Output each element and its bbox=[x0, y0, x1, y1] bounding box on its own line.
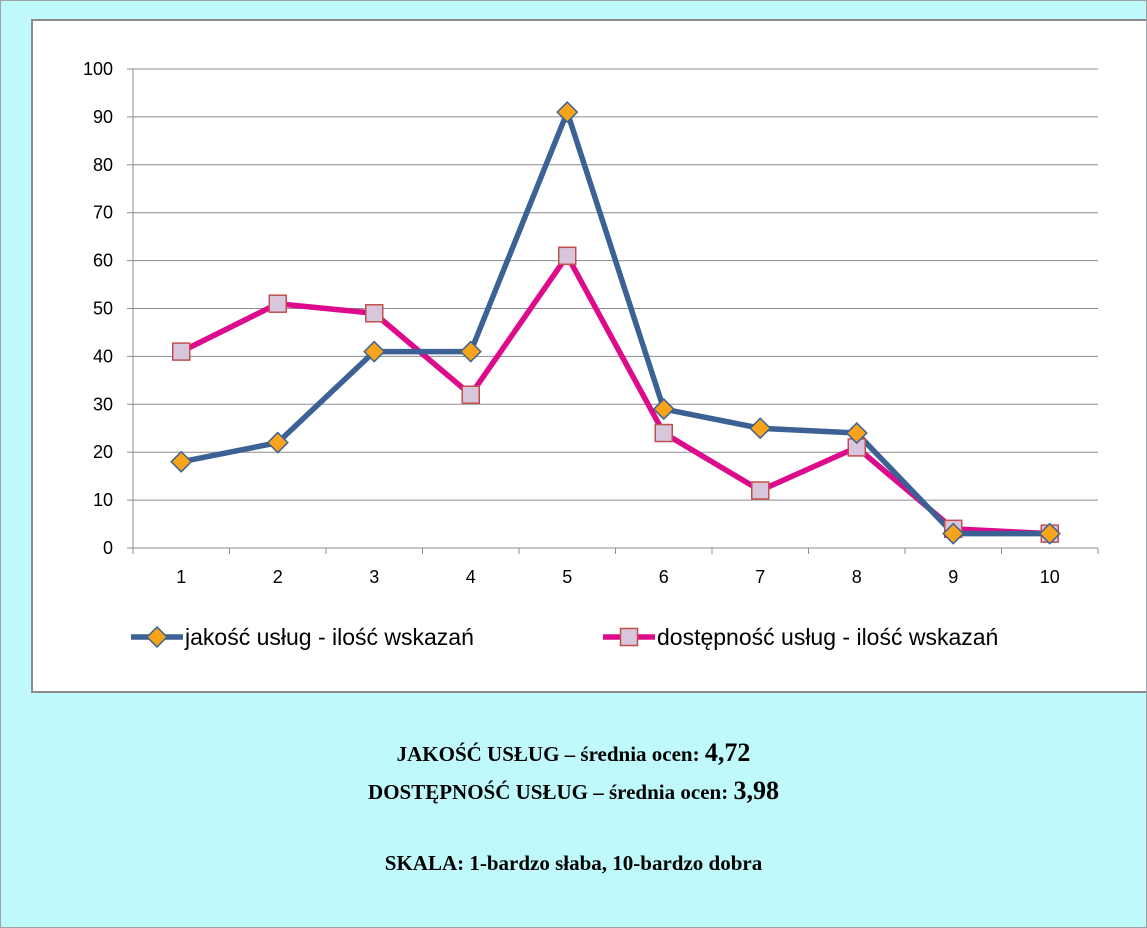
chart-panel: 0 10 20 30 40 50 60 70 80 90 100 1 2 3 4 5 6 7 8 9 10 jakoś… bbox=[31, 19, 1146, 693]
series-1-point bbox=[652, 398, 675, 421]
legend-label-1: jakość usług - ilość wskazań bbox=[184, 624, 474, 650]
summary-block: JAKOŚĆ USŁUG – średnia ocen: 4,72 DOSTĘP… bbox=[1, 734, 1146, 878]
x-tick-label: 2 bbox=[273, 567, 283, 587]
series-1-point bbox=[170, 450, 193, 473]
x-tick-label: 9 bbox=[948, 567, 958, 587]
y-tick-label: 30 bbox=[93, 394, 113, 414]
series-2-point bbox=[654, 423, 673, 443]
legend-label-2: dostępność usług - ilość wskazań bbox=[657, 624, 998, 650]
y-tick-label: 10 bbox=[93, 490, 113, 510]
series-1-point bbox=[749, 417, 772, 440]
x-tick-label: 1 bbox=[176, 567, 186, 587]
availability-average-value: 3,98 bbox=[733, 776, 779, 805]
series-line-2 bbox=[178, 253, 1053, 537]
series-2-point bbox=[751, 481, 770, 500]
quality-average-line: JAKOŚĆ USŁUG – średnia ocen: 4,72 bbox=[1, 734, 1146, 772]
series-2-point bbox=[268, 294, 287, 313]
availability-average-line: DOSTĘPNOŚĆ USŁUG – średnia ocen: 3,98 bbox=[1, 772, 1146, 810]
scale-description: SKALA: 1-bardzo słaba, 10-bardzo dobra bbox=[384, 851, 763, 875]
x-tick-label: 3 bbox=[369, 567, 379, 587]
x-tick-label: 7 bbox=[755, 567, 765, 587]
x-tick-label: 10 bbox=[1040, 567, 1060, 587]
y-tick-label: 80 bbox=[93, 155, 113, 175]
series-2-point bbox=[172, 342, 191, 361]
series-1-point bbox=[845, 421, 868, 445]
series-2-point bbox=[558, 246, 577, 266]
y-tick-labels: 0 10 20 30 40 50 60 70 80 90 100 bbox=[83, 59, 113, 558]
y-tick-label: 50 bbox=[93, 299, 113, 319]
series-1-point bbox=[363, 340, 386, 363]
x-tick-labels: 1 2 3 4 5 6 7 8 9 10 bbox=[176, 567, 1060, 587]
quality-average-value: 4,72 bbox=[704, 738, 751, 767]
x-tick-label: 6 bbox=[659, 567, 669, 587]
series-lines bbox=[178, 109, 1053, 537]
quality-average-label: JAKOŚĆ USŁUG – średnia ocen: bbox=[396, 742, 700, 766]
legend: jakość usług - ilość wskazań dostępność u… bbox=[131, 624, 998, 650]
series-1-point bbox=[266, 431, 289, 454]
y-tick-label: 40 bbox=[93, 346, 113, 366]
series-2-point bbox=[365, 304, 384, 323]
x-tick-label: 4 bbox=[466, 567, 476, 587]
y-tick-label: 90 bbox=[93, 107, 113, 127]
y-tick-label: 0 bbox=[103, 538, 113, 558]
line-chart: 0 10 20 30 40 50 60 70 80 90 100 1 2 3 4 5 6 7 8 9 10 jakoś… bbox=[83, 59, 1099, 650]
availability-average-label: DOSTĘPNOŚĆ USŁUG – średnia ocen: bbox=[368, 780, 729, 804]
y-tick-label: 60 bbox=[93, 251, 113, 271]
series-1-point bbox=[459, 340, 482, 363]
y-tick-label: 20 bbox=[93, 442, 113, 462]
series-markers bbox=[170, 101, 1061, 545]
x-tick-label: 5 bbox=[562, 567, 572, 587]
series-1-point bbox=[942, 522, 965, 545]
y-tick-label: 100 bbox=[83, 59, 113, 79]
series-1-point bbox=[1038, 522, 1061, 545]
axes bbox=[127, 68, 1099, 554]
series-2-point bbox=[461, 385, 480, 404]
legend-marker-2 bbox=[619, 627, 639, 647]
y-tick-label: 70 bbox=[93, 203, 113, 223]
series-line-1 bbox=[178, 109, 1053, 537]
legend-marker-1 bbox=[145, 625, 169, 649]
x-tick-label: 8 bbox=[852, 567, 862, 587]
series-1-point bbox=[556, 101, 579, 124]
